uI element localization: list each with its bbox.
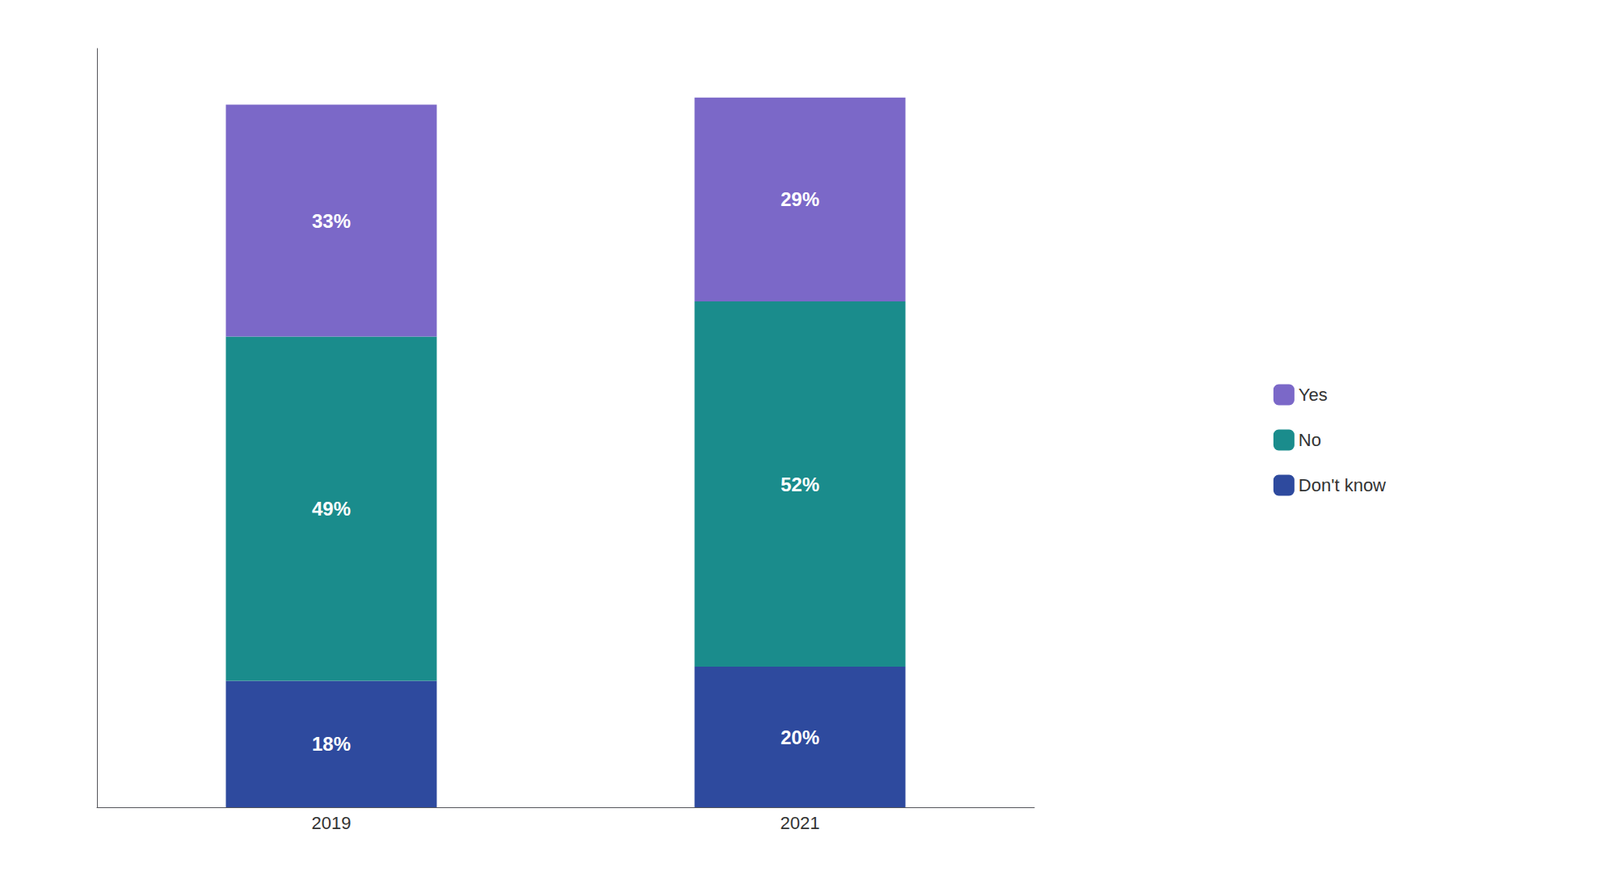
svg-text:33%: 33% <box>311 210 351 232</box>
svg-text:Yes: Yes <box>1298 384 1328 405</box>
svg-text:Don't know: Don't know <box>1298 475 1386 496</box>
svg-text:52%: 52% <box>780 473 820 496</box>
svg-text:18%: 18% <box>311 732 351 755</box>
svg-text:49%: 49% <box>311 497 351 520</box>
svg-text:No: No <box>1298 429 1322 451</box>
svg-text:2021: 2021 <box>780 812 821 834</box>
svg-text:29%: 29% <box>780 188 820 211</box>
svg-text:20%: 20% <box>780 726 820 749</box>
svg-text:2019: 2019 <box>311 812 352 834</box>
